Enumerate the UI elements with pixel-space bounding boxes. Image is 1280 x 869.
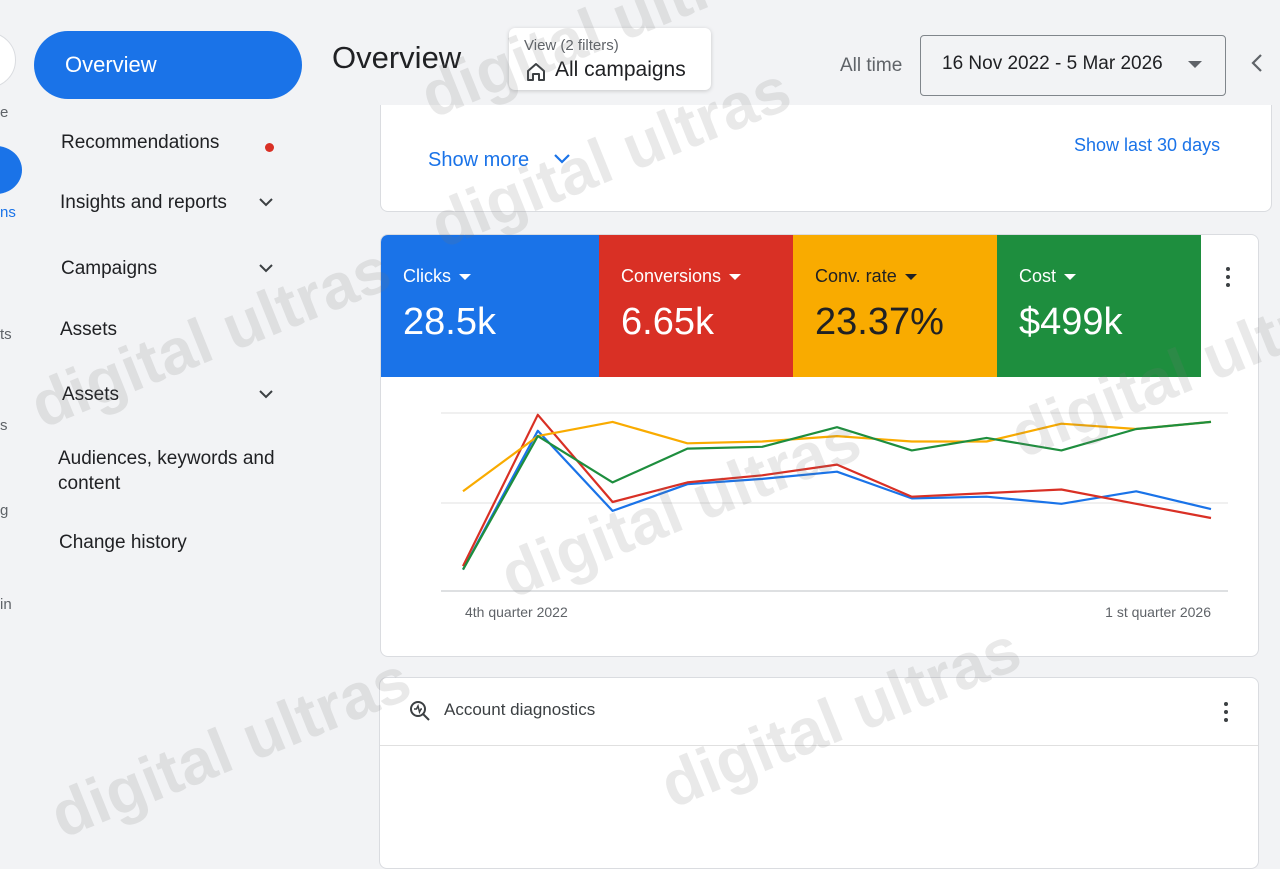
metric-tile-clicks[interactable]: Clicks 28.5k — [381, 235, 599, 377]
more-options-icon[interactable] — [1224, 702, 1228, 726]
notification-dot — [265, 143, 274, 152]
metric-label: Cost — [1019, 266, 1057, 286]
metric-value: 23.37% — [815, 301, 944, 343]
series-line-cost — [462, 420, 1212, 571]
date-range-picker[interactable]: 16 Nov 2022 - 5 Mar 2026 — [920, 35, 1226, 96]
diagnostics-title: Account diagnostics — [444, 700, 596, 719]
rail-label-1: e — [0, 104, 9, 121]
rail-campaigns-icon[interactable] — [0, 146, 22, 194]
chevron-left-icon[interactable] — [1249, 53, 1265, 73]
series-line-conv-rate — [462, 420, 1212, 493]
chevron-down-icon[interactable] — [259, 261, 273, 275]
dropdown-caret-icon — [1064, 274, 1077, 281]
metric-value: 28.5k — [403, 301, 496, 343]
metric-tile-conversions[interactable]: Conversions 6.65k — [599, 235, 793, 377]
show-more-link[interactable]: Show more — [428, 149, 530, 171]
watermark-text: digital ultras — [40, 642, 421, 852]
nav-item-assets-group[interactable]: Assets — [62, 384, 120, 405]
summary-card: Show more Show last 30 days — [380, 105, 1272, 212]
dropdown-caret-icon — [904, 274, 917, 281]
metric-value: 6.65k — [621, 301, 714, 343]
rail-label-5[interactable]: g — [0, 502, 9, 519]
home-icon — [527, 63, 545, 81]
date-range-value: 16 Nov 2022 - 5 Mar 2026 — [942, 53, 1163, 74]
performance-chart-card: Clicks 28.5k Conversions 6.65k Conv. rat… — [380, 234, 1259, 657]
view-selector[interactable]: View (2 filters) All campaigns — [509, 28, 711, 90]
chevron-down-icon[interactable] — [553, 152, 571, 166]
divider — [380, 745, 1258, 746]
view-value: All campaigns — [555, 58, 686, 81]
nav-item-recommendations[interactable]: Recommendations — [61, 132, 220, 153]
metric-tile-conv-rate[interactable]: Conv. rate 23.37% — [793, 235, 997, 377]
nav-item-change-history[interactable]: Change history — [59, 532, 187, 553]
chevron-down-icon[interactable] — [259, 387, 273, 401]
view-filter-label: View (2 filters) — [524, 37, 619, 54]
date-preset-label: All time — [840, 55, 903, 76]
dropdown-caret-icon — [729, 274, 742, 281]
nav-item-campaigns[interactable]: Campaigns — [61, 258, 158, 279]
diagnostics-search-icon — [410, 701, 430, 721]
show-last-30-days-link[interactable]: Show last 30 days — [1074, 135, 1221, 155]
rail-label-2[interactable]: ns — [0, 204, 16, 221]
metric-value: $499k — [1019, 301, 1123, 343]
chevron-down-icon[interactable] — [259, 195, 273, 209]
nav-item-overview[interactable]: Overview — [34, 31, 302, 99]
line-chart: 4th quarter 2022 1 st quarter 2026 — [441, 412, 1228, 620]
x-tick-label: 4th quarter 2022 — [465, 604, 568, 620]
nav-item-assets[interactable]: Assets — [60, 319, 118, 340]
rail-label-3[interactable]: ts — [0, 326, 12, 343]
rail-label-4[interactable]: s — [0, 417, 8, 434]
nav-item-label: Overview — [65, 52, 157, 77]
metric-tile-cost[interactable]: Cost $499k — [997, 235, 1201, 377]
series-line-clicks — [462, 429, 1212, 571]
more-options-icon[interactable] — [1226, 267, 1230, 291]
page-title: Overview — [332, 40, 462, 75]
nav-item-audiences[interactable]: Audiences, keywords and content — [58, 448, 275, 494]
metric-label: Clicks — [403, 266, 451, 286]
dropdown-caret-icon — [459, 274, 471, 281]
metric-label: Conversions — [621, 266, 722, 286]
series-line-conversions — [462, 413, 1212, 567]
x-tick-label: 1 st quarter 2026 — [1105, 604, 1211, 620]
rail-label-6[interactable]: in — [0, 596, 12, 613]
account-avatar[interactable] — [0, 32, 16, 88]
account-diagnostics-card: Account diagnostics — [379, 677, 1259, 869]
metric-label: Conv. rate — [815, 266, 897, 286]
dropdown-caret-icon — [1188, 61, 1202, 68]
nav-item-insights[interactable]: Insights and reports — [60, 192, 227, 213]
